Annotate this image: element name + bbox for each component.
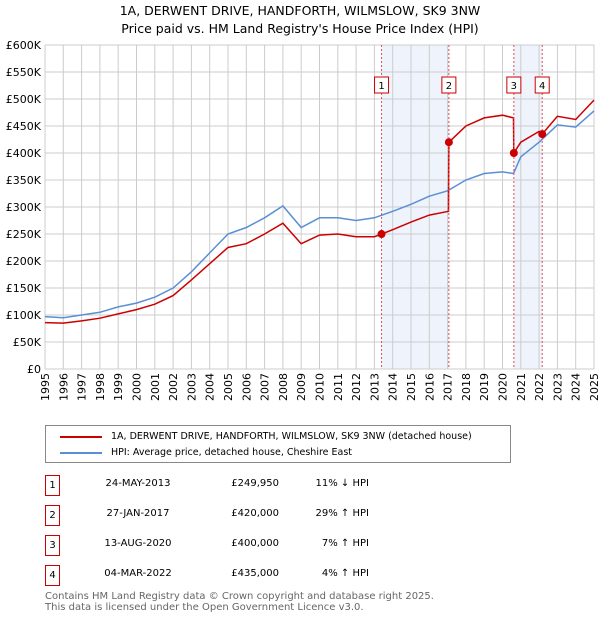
legend-swatch-hpi — [60, 451, 102, 454]
y-tick-label: £300K — [6, 201, 42, 214]
x-tick-label: 2003 — [185, 373, 198, 401]
y-tick-label: £0 — [27, 363, 41, 376]
x-tick-label: 2021 — [515, 373, 528, 401]
x-tick-label: 2020 — [497, 373, 510, 401]
sale-number: 4 — [45, 565, 60, 586]
x-tick-label: 2012 — [350, 373, 363, 401]
x-tick-label: 2001 — [149, 373, 162, 401]
x-tick-label: 2008 — [277, 373, 290, 401]
x-tick-label: 2017 — [442, 373, 455, 401]
price-chart: £0 £50K £100K £150K £200K £250K £300K £350K £400… — [6, 39, 600, 401]
x-tick-label: 2004 — [204, 373, 217, 401]
x-tick-label: 2018 — [460, 373, 473, 401]
hpi-line — [44, 110, 595, 319]
sale-hpi-diff: 11% ↓ HPI — [315, 478, 369, 489]
legend-label-hpi: HPI: Average price, detached house, Ches… — [111, 447, 353, 458]
sale-hpi-diff: 4% ↑ HPI — [321, 568, 369, 579]
sale-label: 3 — [511, 81, 517, 92]
x-tick-label: 2025 — [588, 373, 600, 401]
sale-number: 3 — [45, 535, 60, 556]
sale-hpi-diff: 7% ↑ HPI — [321, 538, 369, 549]
y-tick-label: £400K — [6, 147, 42, 160]
x-tick-label: 2007 — [259, 373, 272, 401]
y-tick-label: £250K — [6, 228, 42, 241]
sale-price: £435,000 — [231, 568, 279, 579]
sale-point — [444, 138, 453, 147]
sale-label-box — [374, 76, 390, 94]
sale-label-box — [441, 76, 457, 94]
sale-label-box — [534, 76, 550, 94]
x-tick-label: 2000 — [131, 373, 144, 401]
y-tick-label: £600K — [6, 39, 42, 52]
x-tick-label: 2023 — [551, 373, 564, 401]
sale-date: 24-MAY-2013 — [105, 478, 171, 489]
legend-swatch-property — [60, 435, 102, 438]
x-tick-label: 1998 — [94, 373, 107, 401]
x-tick-label: 2009 — [295, 373, 308, 401]
x-tick-label: 2015 — [405, 373, 418, 401]
x-tick-label: 2013 — [368, 373, 381, 401]
sale-price: £249,950 — [231, 478, 279, 489]
footer: Contains HM Land Registry data © Crown c… — [45, 591, 434, 613]
sale-row: 4 04-MAR-2022 £435,000 4% ↑ HPI — [45, 565, 545, 586]
x-tick-label: 2010 — [314, 373, 327, 401]
sale-hpi-diff: 29% ↑ HPI — [315, 508, 369, 519]
y-tick-label: £450K — [6, 120, 42, 133]
sale-label: 2 — [446, 81, 452, 92]
y-tick-label: £100K — [6, 309, 42, 322]
x-tick-label: 2006 — [240, 373, 253, 401]
y-tick-label: £500K — [6, 93, 42, 106]
y-tick-label: £350K — [6, 174, 42, 187]
sale-row: 2 27-JAN-2017 £420,000 29% ↑ HPI — [45, 505, 545, 526]
sale-row: 1 24-MAY-2013 £249,950 11% ↓ HPI — [45, 475, 545, 496]
sale-number: 2 — [45, 505, 60, 526]
legend: 1A, DERWENT DRIVE, HANDFORTH, WILMSLOW, … — [45, 425, 511, 463]
y-tick-label: £550K — [6, 66, 42, 79]
sale-row: 3 13-AUG-2020 £400,000 7% ↑ HPI — [45, 535, 545, 556]
sale-price: £420,000 — [231, 508, 279, 519]
sale-label: 4 — [539, 81, 545, 92]
x-tick-label: 2024 — [570, 373, 583, 401]
x-tick-label: 1997 — [76, 373, 89, 401]
sale-point — [538, 130, 547, 139]
x-tick-label: 2022 — [533, 373, 546, 401]
chart-title: 1A, DERWENT DRIVE, HANDFORTH, WILMSLOW, … — [119, 3, 481, 36]
y-tick-label: £200K — [6, 255, 42, 268]
sale-number: 1 — [45, 475, 60, 496]
sale-date: 27-JAN-2017 — [106, 508, 170, 519]
x-tick-label: 1999 — [112, 373, 125, 401]
y-tick-label: £150K — [6, 282, 42, 295]
x-tick-label: 2011 — [332, 373, 345, 401]
x-tick-label: 1996 — [57, 373, 70, 401]
x-tick-label: 2014 — [387, 373, 400, 401]
y-tick-label: £50K — [13, 336, 42, 349]
sale-date: 13-AUG-2020 — [104, 538, 172, 549]
sale-label-box — [506, 76, 522, 94]
sale-price: £400,000 — [231, 538, 279, 549]
x-tick-label: 1995 — [39, 373, 52, 401]
sale-date: 04-MAR-2022 — [104, 568, 172, 579]
legend-label-property: 1A, DERWENT DRIVE, HANDFORTH, WILMSLOW, … — [111, 431, 472, 442]
x-tick-label: 2002 — [167, 373, 180, 401]
sale-point — [509, 149, 518, 157]
x-tick-label: 2019 — [478, 373, 491, 401]
sale-point — [377, 230, 386, 239]
sale-label: 1 — [378, 81, 384, 92]
x-tick-label: 2005 — [222, 373, 235, 401]
x-tick-label: 2016 — [423, 373, 436, 401]
